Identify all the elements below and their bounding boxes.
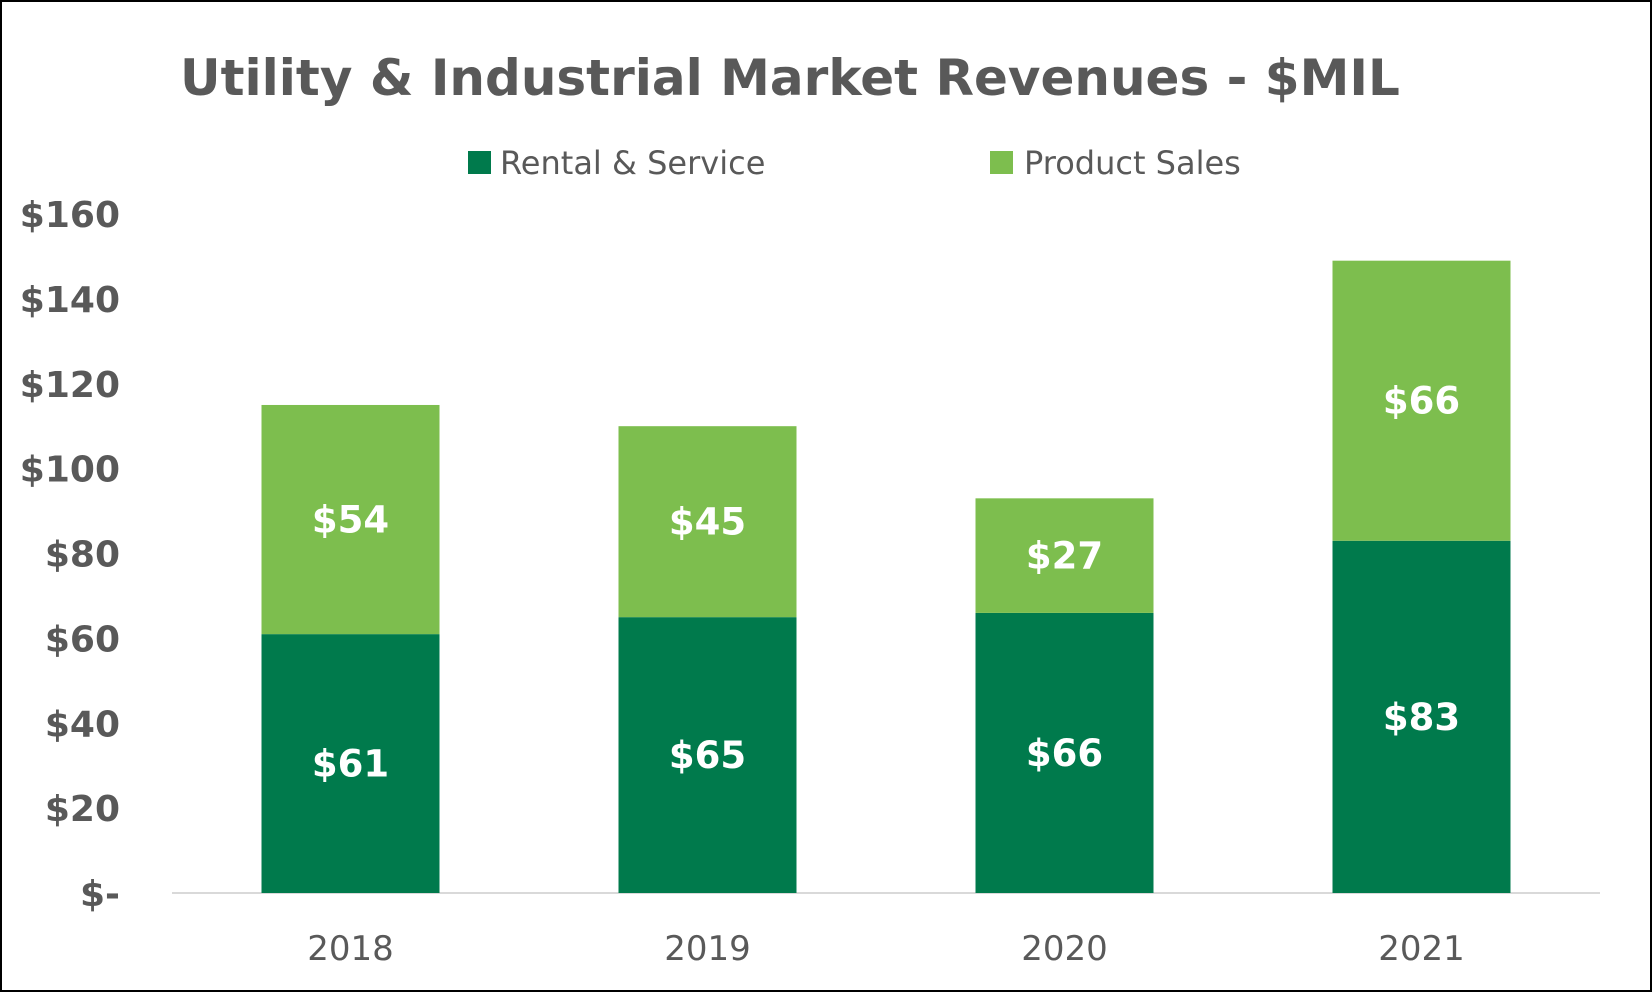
legend-label-product-sales: Product Sales — [1024, 144, 1241, 182]
x-tick-label: 2018 — [307, 929, 394, 969]
y-tick-label: $80 — [45, 535, 120, 576]
data-label: $45 — [669, 501, 746, 544]
legend-swatch-product-sales — [990, 151, 1013, 174]
data-label: $65 — [669, 734, 746, 777]
y-tick-label: $120 — [20, 365, 120, 406]
bar-product-sales-2021 — [1332, 260, 1511, 541]
x-axis: 2018 2019 2020 2021 — [307, 929, 1465, 969]
y-tick-label: $40 — [45, 704, 120, 745]
y-tick-label: $160 — [20, 195, 120, 236]
x-tick-label: 2021 — [1378, 929, 1465, 969]
y-tick-label: $60 — [45, 619, 120, 660]
bar-rental-service-2019 — [618, 617, 797, 893]
data-labels: $61 $54 $65 $45 $66 $27 $83 $66 — [312, 380, 1460, 786]
legend-label-rental-service: Rental & Service — [500, 144, 765, 182]
legend-swatch-rental-service — [468, 151, 491, 174]
y-tick-label: $20 — [45, 789, 120, 830]
data-label: $61 — [312, 743, 389, 786]
bar-product-sales-2018 — [261, 404, 440, 635]
y-axis: $- $20 $40 $60 $80 $100 $120 $140 $160 — [20, 195, 120, 915]
data-label: $66 — [1026, 732, 1103, 775]
legend: Rental & Service Product Sales — [468, 144, 1241, 182]
x-tick-label: 2019 — [664, 929, 751, 969]
y-tick-label: $- — [80, 874, 120, 915]
bar-product-sales-2019 — [618, 426, 797, 618]
y-tick-label: $140 — [20, 280, 120, 321]
bars — [261, 260, 1511, 893]
data-label: $54 — [312, 499, 389, 542]
data-label: $66 — [1383, 380, 1460, 423]
bar-rental-service-2018 — [261, 634, 440, 893]
bar-rental-service-2020 — [975, 612, 1154, 893]
data-label: $83 — [1383, 696, 1460, 739]
data-label: $27 — [1026, 535, 1103, 578]
x-tick-label: 2020 — [1021, 929, 1108, 969]
chart-title: Utility & Industrial Market Revenues - $… — [180, 49, 1400, 107]
bar-product-sales-2020 — [975, 498, 1154, 613]
bar-rental-service-2021 — [1332, 540, 1511, 893]
y-tick-label: $100 — [20, 450, 120, 491]
